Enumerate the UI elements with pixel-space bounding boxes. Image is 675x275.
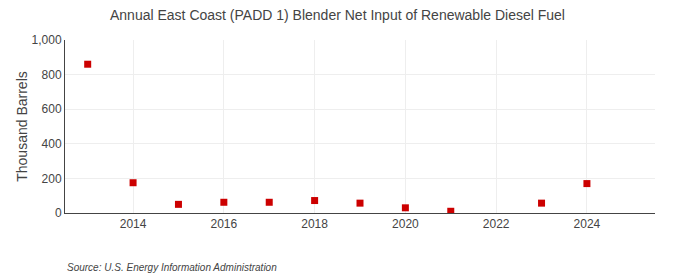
svg-text:2024: 2024	[574, 217, 601, 231]
svg-text:Source: U.S. Energy Informatio: Source: U.S. Energy Information Administ…	[67, 262, 277, 273]
svg-text:2018: 2018	[301, 217, 328, 231]
svg-text:2020: 2020	[392, 217, 419, 231]
svg-text:1,000: 1,000	[32, 33, 62, 47]
svg-text:Thousand Barrels: Thousand Barrels	[14, 71, 30, 182]
svg-text:200: 200	[42, 172, 62, 186]
svg-text:400: 400	[42, 137, 62, 151]
svg-text:Annual East Coast (PADD 1) Ble: Annual East Coast (PADD 1) Blender Net I…	[110, 7, 565, 23]
svg-text:600: 600	[42, 102, 62, 116]
svg-text:2014: 2014	[120, 217, 147, 231]
svg-text:2016: 2016	[210, 217, 237, 231]
svg-text:800: 800	[42, 68, 62, 82]
svg-text:0: 0	[55, 206, 62, 220]
svg-text:2022: 2022	[483, 217, 510, 231]
